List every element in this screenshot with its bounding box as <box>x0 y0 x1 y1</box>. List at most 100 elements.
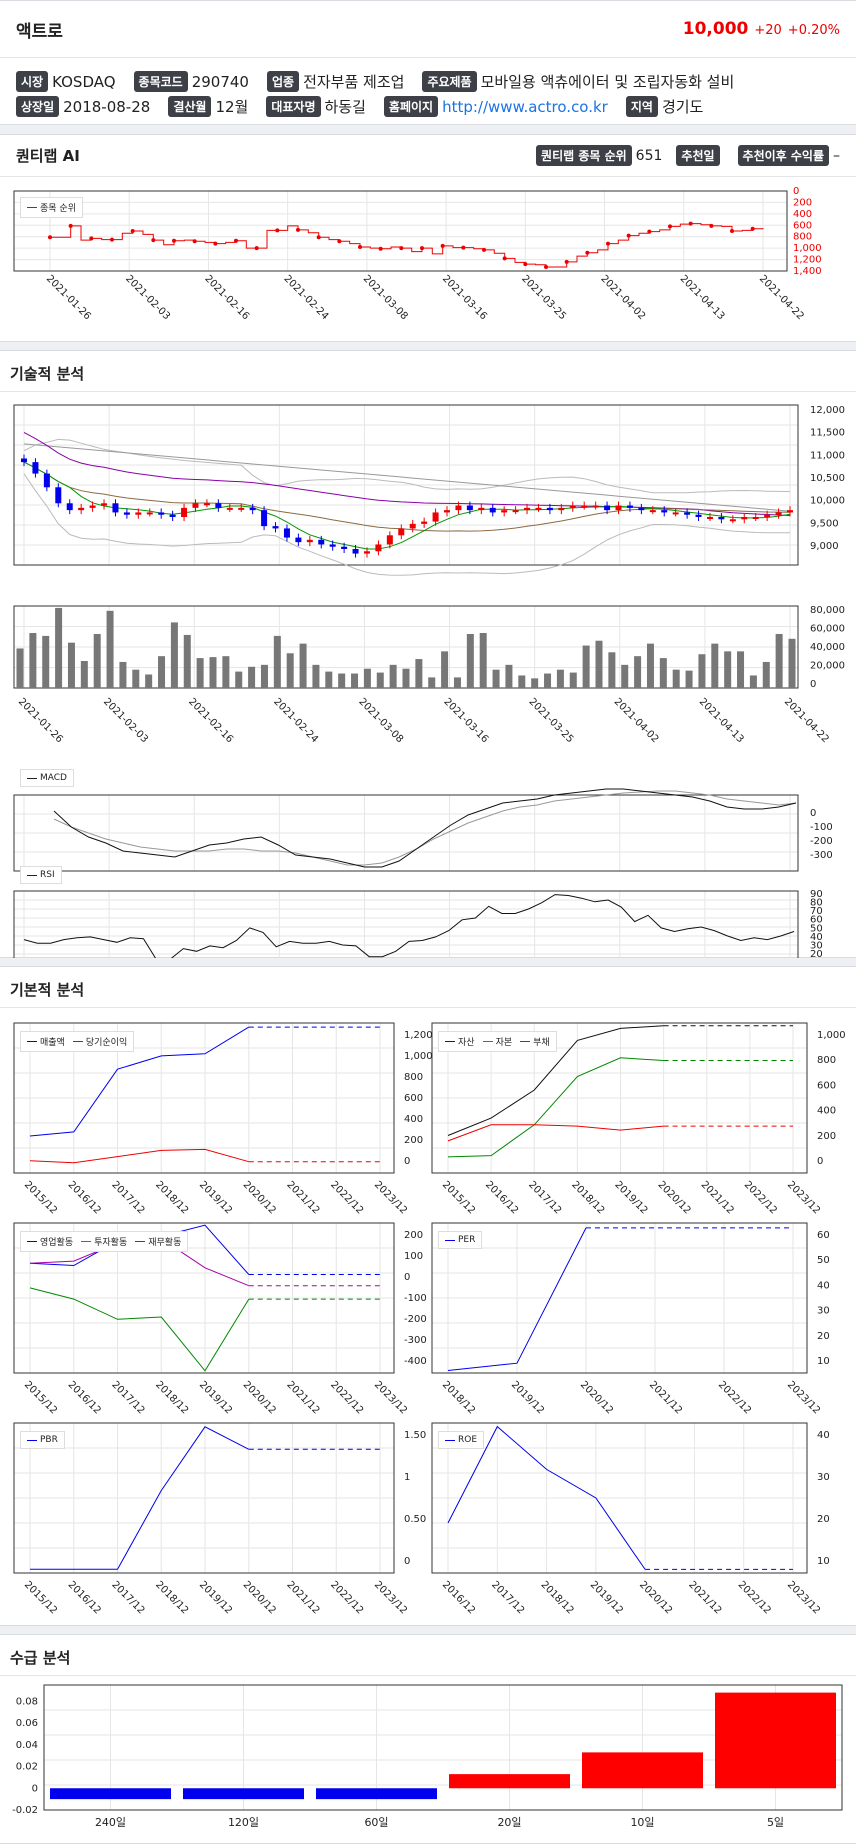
c3-xtick: 2015/12 <box>22 1379 59 1416</box>
candle <box>787 510 793 513</box>
rank-point <box>378 246 383 251</box>
volume-bar <box>479 633 487 688</box>
c6-ytick: 10 <box>817 1556 830 1567</box>
price-ytick: 9,500 <box>810 518 839 529</box>
candle <box>215 503 222 508</box>
rank-point <box>399 246 404 251</box>
candle <box>261 510 268 527</box>
rank-point <box>358 245 362 249</box>
ma5-line <box>23 461 791 550</box>
rsi-ytick: 50 <box>810 923 823 934</box>
c2-xtick: 2020/12 <box>656 1179 693 1216</box>
candle <box>695 514 702 517</box>
macd-line <box>53 788 797 868</box>
info-row-2: 상장일 2018-08-28 결산월 12월 대표자명 하동길 홈페이지 http://… <box>16 96 721 117</box>
volume-bar <box>80 660 88 688</box>
volume-bar <box>569 672 577 688</box>
rsi-ytick: 80 <box>810 898 823 909</box>
volume-bar <box>402 668 410 688</box>
c2-ytick: 400 <box>817 1106 836 1117</box>
rank-xtick: 2021-02-24 <box>282 273 331 322</box>
volume-bar <box>29 633 37 688</box>
rank-frame <box>13 190 788 272</box>
candle <box>489 507 496 513</box>
candle <box>432 512 439 522</box>
c2-debt-line <box>447 1124 664 1142</box>
volume-bar <box>428 677 436 688</box>
tech-xtick: 2021-04-13 <box>697 696 746 745</box>
c5-xtick: 2020/12 <box>241 1579 278 1616</box>
rank-point <box>254 246 259 251</box>
c1-ytick: 600 <box>404 1093 423 1104</box>
volume-bar <box>595 640 603 688</box>
volume-bar <box>119 661 127 688</box>
c3-xtick: 2022/12 <box>328 1379 365 1416</box>
price-ytick: 10,500 <box>810 473 845 484</box>
candle <box>706 517 713 519</box>
ceo-tag: 대표자명 <box>266 96 321 117</box>
c4-xtick: 2020/12 <box>578 1379 615 1416</box>
volume-bar <box>698 654 706 688</box>
c2-ytick: 600 <box>817 1080 836 1091</box>
region-value: 경기도 <box>661 98 704 116</box>
volume-bar <box>325 671 333 688</box>
rank-ytick: 1,400 <box>793 266 822 277</box>
volume-bar <box>42 635 50 688</box>
c6-ytick: 20 <box>817 1514 830 1525</box>
candle <box>135 512 142 515</box>
quantilab-title: 퀀티랩 AI <box>16 147 80 165</box>
c1-xtick: 2017/12 <box>109 1179 146 1216</box>
c2-ytick: 1,000 <box>817 1030 846 1041</box>
supply-bar <box>183 1788 304 1800</box>
c3-frame <box>13 1222 395 1374</box>
volume-bar <box>338 673 346 688</box>
supply-xtick: 5일 <box>767 1815 784 1829</box>
volume-bar <box>711 643 719 688</box>
ceo-value: 하동길 <box>324 98 366 116</box>
c5-xtick: 2021/12 <box>284 1579 321 1616</box>
volume-bar <box>505 664 513 688</box>
volume-bar <box>556 669 564 688</box>
rank-ytick: 400 <box>793 209 812 220</box>
candle <box>101 503 108 506</box>
tech-xtick: 2021-03-08 <box>356 696 405 745</box>
c6-xtick: 2018/12 <box>538 1579 575 1616</box>
rank-xtick: 2021-02-03 <box>123 273 172 322</box>
candle <box>524 507 531 511</box>
c4-xtick: 2018/12 <box>440 1379 477 1416</box>
listing-tag: 상장일 <box>16 96 60 117</box>
candle <box>409 523 416 529</box>
homepage-link[interactable]: http://www.actro.co.kr <box>442 97 608 116</box>
volume-bar <box>775 633 783 688</box>
rank-point <box>502 256 507 261</box>
technical-card: 기술적 분석 12,000 11,500 11,000 10,500 10,000 9,5… <box>0 350 856 958</box>
c2-frame <box>431 1022 808 1174</box>
candle <box>363 551 370 554</box>
rank-point <box>337 239 342 244</box>
price-ytick: 10,000 <box>810 496 845 507</box>
candle <box>535 507 542 510</box>
c6-xtick: 2016/12 <box>440 1579 477 1616</box>
rank-value: 651 <box>635 147 663 164</box>
volume-bar <box>672 669 680 688</box>
macd-frame <box>13 794 799 872</box>
volume-bar <box>646 643 654 688</box>
code-tag: 종목코드 <box>133 71 188 92</box>
volume-bar <box>466 633 474 688</box>
c3-xtick: 2023/12 <box>372 1379 409 1416</box>
c4-xtick: 2019/12 <box>509 1379 546 1416</box>
volume-bar <box>441 651 449 688</box>
rank-point <box>585 250 590 255</box>
c4-per-line <box>447 1227 587 1371</box>
rsi-frame <box>13 890 799 958</box>
volume-bar <box>415 659 423 688</box>
bollinger-lower <box>23 473 790 576</box>
rank-point <box>89 236 94 241</box>
rank-point <box>192 239 197 244</box>
candle <box>21 458 27 463</box>
region-tag: 지역 <box>625 96 658 117</box>
c6-legend: ROE <box>438 1431 485 1449</box>
candle <box>238 507 245 510</box>
c3-xtick: 2019/12 <box>197 1379 234 1416</box>
